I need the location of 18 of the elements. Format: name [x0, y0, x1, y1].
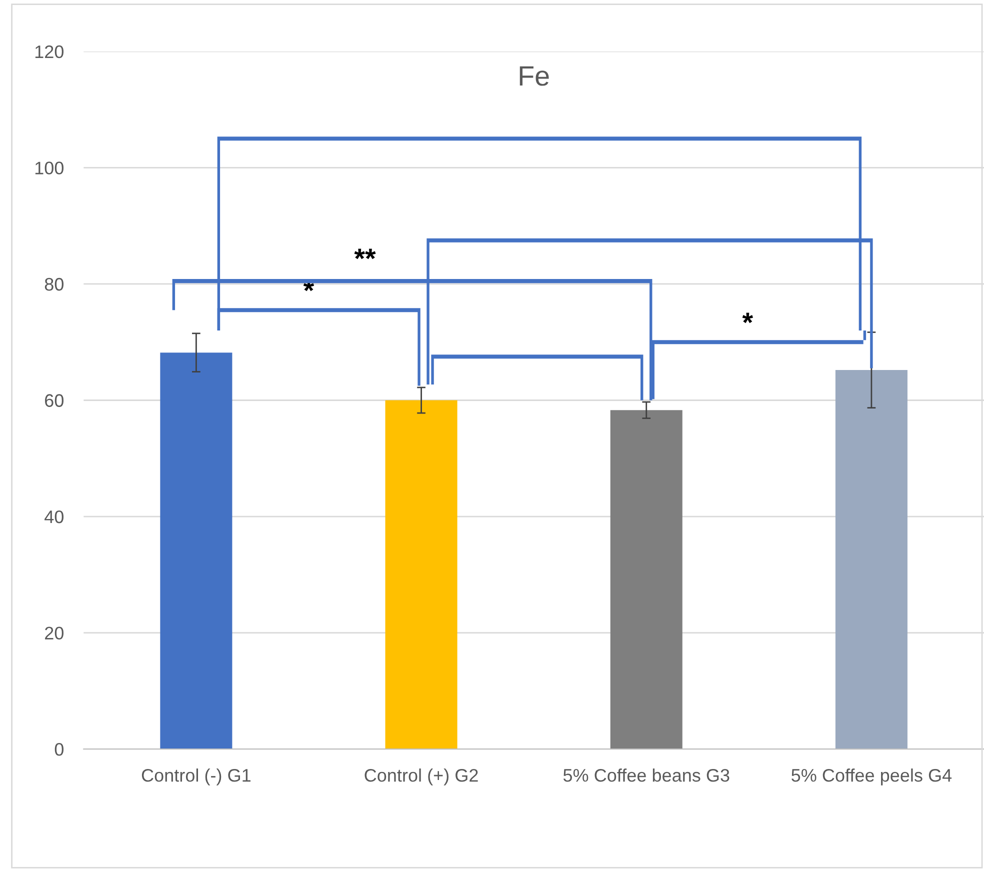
y-tick-label: 60	[45, 394, 64, 407]
y-tick-label: 0	[54, 742, 64, 756]
y-tick-label: 100	[35, 162, 64, 174]
chart-title: Fe	[520, 66, 549, 86]
x-tick-label: Control (-) G1	[142, 768, 250, 786]
annotation: **	[354, 248, 376, 260]
bar	[610, 410, 682, 750]
x-tick-label: Control (+) G2	[364, 768, 478, 786]
bar	[835, 370, 908, 750]
bar	[385, 400, 458, 750]
x-tick-label: 5% Coffee peels G4	[792, 768, 952, 786]
y-tick-label: 40	[44, 510, 64, 524]
annotation: *	[742, 312, 754, 324]
y-tick-label: 80	[44, 278, 64, 291]
y-tick-label: 120	[35, 45, 64, 58]
bar	[160, 352, 232, 750]
y-tick-label: 20	[45, 626, 64, 640]
x-tick-label: 5% Coffee beans G3	[563, 768, 730, 782]
